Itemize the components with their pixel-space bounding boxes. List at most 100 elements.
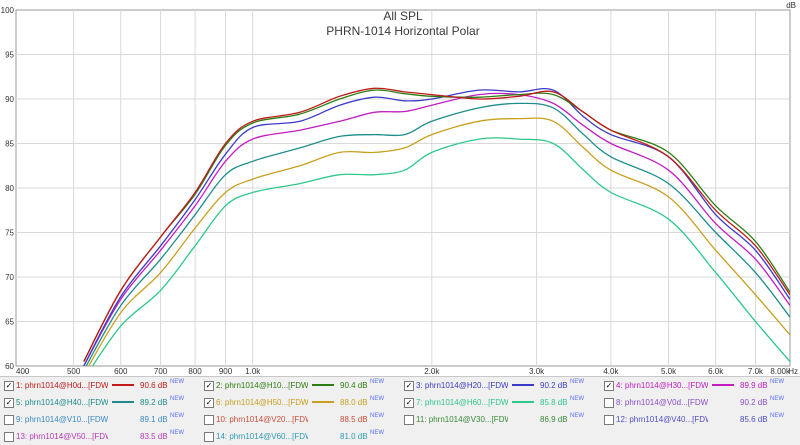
legend-item[interactable]: 10: phrn1014@V20...[FDW] 88.5 dB NEW [200, 411, 398, 428]
legend-checkbox[interactable] [604, 415, 614, 425]
x-tick-label: 4.0k [603, 367, 619, 376]
legend-label: 8: phrn1014@V0d...[FDW] [616, 398, 708, 407]
legend-swatch [112, 401, 134, 403]
y-tick-label: 80 [5, 184, 14, 193]
legend-item[interactable]: 13: phrn1014@V50...[FDW] 83.5 dB NEW [0, 428, 198, 445]
x-tick-label: 400 [16, 367, 30, 376]
x-tick-label: 3.0k [529, 367, 545, 376]
y-tick-label: 85 [5, 140, 14, 149]
y-tick-label: 90 [5, 95, 14, 104]
legend-checkbox[interactable]: ✓ [604, 381, 614, 391]
legend-label: 5: phrn1014@H40...[FDW] [16, 398, 108, 407]
legend-label: 3: phrn1014@H20...[FDW] [416, 381, 508, 390]
spl-chart: 60 65 70 75 80 85 90 95 100 400 500 600 700 800 900 1.… [1, 1, 798, 376]
legend-item[interactable]: 14: phrn1014@V60...[FDW] 81.0 dB NEW [200, 428, 398, 445]
legend-checkbox[interactable]: ✓ [4, 398, 14, 408]
legend-item[interactable]: 12: phrn1014@V40...[FDW] 85.6 dB NEW [600, 411, 798, 428]
legend-label: 4: phrn1014@H30...[FDW] [616, 381, 708, 390]
x-tick-label: 800 [188, 367, 202, 376]
legend-value: 89.1 dB [140, 415, 168, 424]
series-line [83, 89, 790, 362]
legend-label: 12: phrn1014@V40...[FDW] [616, 415, 708, 424]
legend-item[interactable]: ✓ 7: phrn1014@H60...[FDW] 85.8 dB NEW [400, 394, 598, 411]
chart-title: All SPL [383, 9, 423, 23]
legend-item[interactable]: 9: phrn1014@V10...[FDW] 89.1 dB NEW [0, 411, 198, 428]
legend-item[interactable]: ✓ 1: phrn1014@H0d...[FDW] 90.6 dB NEW [0, 377, 198, 394]
legend-new-badge: NEW [570, 396, 584, 402]
legend-new-badge: NEW [770, 396, 784, 402]
y-tick-label: 75 [5, 229, 14, 238]
x-tick-label: 700 [154, 367, 168, 376]
legend-label: 9: phrn1014@V10...[FDW] [16, 415, 108, 424]
legend-new-badge: NEW [370, 379, 384, 385]
legend-swatch [712, 384, 734, 386]
legend-swatch [312, 401, 334, 403]
x-tick-label: 7.0k [748, 367, 764, 376]
legend-value: 89.2 dB [140, 398, 168, 407]
series-line [88, 117, 790, 366]
legend-item[interactable]: 11: phrn1014@V30...[FDW] 86.9 dB NEW [400, 411, 598, 428]
legend-item[interactable]: ✓ 2: phrn1014@H10...[FDW] 90.4 dB NEW [200, 377, 398, 394]
series-line [83, 87, 790, 362]
legend-value: 90.4 dB [340, 381, 368, 390]
chart-subtitle: PHRN-1014 Horizontal Polar [326, 24, 479, 38]
legend-swatch [512, 384, 534, 386]
y-tick-label: 65 [5, 318, 14, 327]
legend-new-badge: NEW [770, 413, 784, 419]
y-unit-label: dB [786, 1, 796, 10]
legend-value: 90.6 dB [140, 381, 168, 390]
legend-new-badge: NEW [370, 396, 384, 402]
y-axis: 60 65 70 75 80 85 90 95 100 [1, 6, 15, 371]
legend-value: 90.2 dB [540, 381, 568, 390]
legend-new-badge: NEW [770, 379, 784, 385]
x-tick-label: 8.00k [770, 367, 791, 376]
legend-label: 7: phrn1014@H60...[FDW] [416, 398, 508, 407]
legend-checkbox[interactable]: ✓ [404, 381, 414, 391]
x-tick-label: 900 [219, 367, 233, 376]
legend-item[interactable]: 8: phrn1014@V0d...[FDW] 90.2 dB NEW [600, 394, 798, 411]
y-tick-label: 95 [5, 51, 14, 60]
legend-checkbox[interactable] [4, 415, 14, 425]
legend-checkbox[interactable] [204, 415, 214, 425]
legend-value: 81.0 dB [340, 432, 368, 441]
x-tick-label: 6.0k [708, 367, 724, 376]
legend-item[interactable]: ✓ 4: phrn1014@H30...[FDW] 89.9 dB NEW [600, 377, 798, 394]
legend-checkbox[interactable] [204, 432, 214, 442]
x-axis: 400 500 600 700 800 900 1.0k 2.0k 3.0k 4.0k 5.0k 6.… [16, 367, 791, 376]
legend-checkbox[interactable]: ✓ [204, 398, 214, 408]
legend-label: 1: phrn1014@H0d...[FDW] [16, 381, 108, 390]
legend-new-badge: NEW [370, 430, 384, 436]
legend-label: 14: phrn1014@V60...[FDW] [216, 432, 308, 441]
legend-swatch [512, 401, 534, 403]
legend-item[interactable]: ✓ 5: phrn1014@H40...[FDW] 89.2 dB NEW [0, 394, 198, 411]
legend-new-badge: NEW [570, 379, 584, 385]
legend-label: 6: phrn1014@H50...[FDW] [216, 398, 308, 407]
legend-panel: ✓ 1: phrn1014@H0d...[FDW] 90.6 dB NEW ✓ 2: ph… [0, 376, 800, 445]
legend-value: 85.8 dB [540, 398, 568, 407]
legend-checkbox[interactable] [4, 432, 14, 442]
legend-checkbox[interactable]: ✓ [404, 398, 414, 408]
legend-item[interactable]: ✓ 3: phrn1014@H20...[FDW] 90.2 dB NEW [400, 377, 598, 394]
y-tick-label: 70 [5, 273, 14, 282]
legend-value: 90.2 dB [740, 398, 768, 407]
legend-value: 86.9 dB [540, 415, 568, 424]
legend-new-badge: NEW [170, 413, 184, 419]
legend-new-badge: NEW [170, 396, 184, 402]
legend-checkbox[interactable]: ✓ [204, 381, 214, 391]
legend-new-badge: NEW [170, 430, 184, 436]
legend-checkbox[interactable] [404, 415, 414, 425]
x-tick-label: 1.0k [245, 367, 261, 376]
legend-value: 85.6 dB [740, 415, 768, 424]
series-line [85, 102, 790, 366]
series-group [83, 87, 790, 366]
x-unit-label: Hz [788, 367, 798, 376]
legend-swatch [312, 384, 334, 386]
legend-new-badge: NEW [570, 413, 584, 419]
legend-checkbox[interactable] [604, 398, 614, 408]
legend-value: 89.9 dB [740, 381, 768, 390]
legend-checkbox[interactable]: ✓ [4, 381, 14, 391]
legend-value: 88.0 dB [340, 398, 368, 407]
legend-item[interactable]: ✓ 6: phrn1014@H50...[FDW] 88.0 dB NEW [200, 394, 398, 411]
legend-label: 10: phrn1014@V20...[FDW] [216, 415, 308, 424]
